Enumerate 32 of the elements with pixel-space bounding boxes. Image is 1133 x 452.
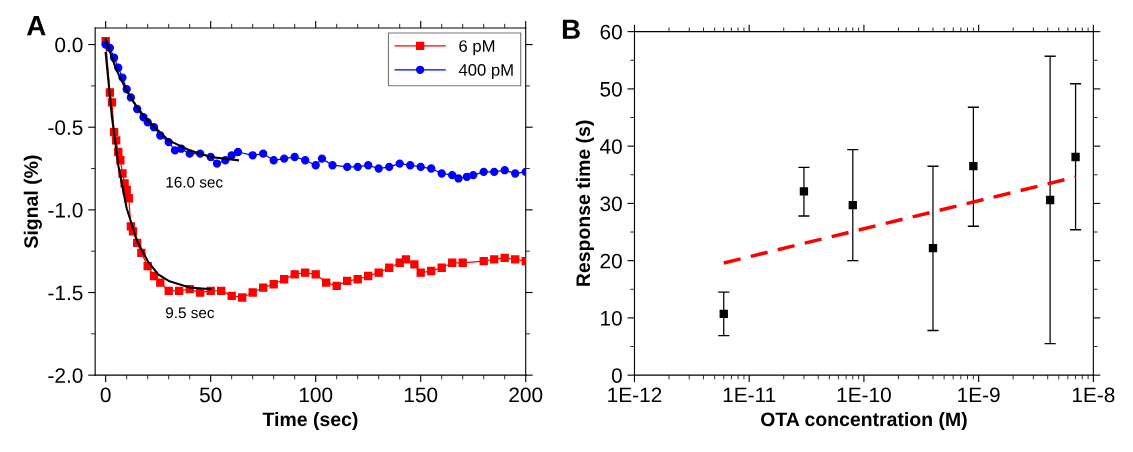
x-tick-label: 1E-11 <box>723 387 776 403</box>
chart-title: A <box>26 16 46 36</box>
x-tick-label: 100 <box>299 387 333 403</box>
x-tick-label: 1E-9 <box>958 387 1000 403</box>
legend-label: 6 pM <box>459 40 495 56</box>
x-axis-title: OTA concentration (M) <box>761 411 967 431</box>
x-tick-label: 0 <box>100 387 111 403</box>
y-tick-label: -2.0 <box>48 368 83 383</box>
x-axis-title: Time (sec) <box>262 411 358 431</box>
x-tick-label: 1E-10 <box>837 387 891 403</box>
annotation: 9.5 sec <box>165 307 215 319</box>
x-tick-label: 150 <box>404 387 438 403</box>
y-tick-label: 20 <box>600 253 622 269</box>
x-tick-label: 1E-8 <box>1072 387 1115 403</box>
x-tick-label: 1E-12 <box>608 387 662 403</box>
legend-label: 400 pM <box>458 64 513 80</box>
y-axis-title: Signal (%) <box>23 155 42 249</box>
x-tick-label: 50 <box>199 387 222 403</box>
y-tick-label: 0.0 <box>55 37 83 53</box>
chart-title: B <box>562 19 580 39</box>
y-tick-label: -0.5 <box>48 120 83 135</box>
y-tick-label: 30 <box>600 196 622 212</box>
y-tick-label: 40 <box>599 139 622 154</box>
y-tick-label: 60 <box>600 24 622 40</box>
y-tick-label: -1.5 <box>48 285 83 301</box>
annotation: 16.0 sec <box>166 176 223 188</box>
x-tick-label: 200 <box>509 387 543 403</box>
y-tick-label: -1.0 <box>48 202 83 218</box>
y-axis-title: Response time (s) <box>575 120 594 286</box>
y-tick-label: 0 <box>611 368 622 383</box>
y-tick-label: 10 <box>601 310 622 326</box>
y-tick-label: 50 <box>600 81 622 97</box>
